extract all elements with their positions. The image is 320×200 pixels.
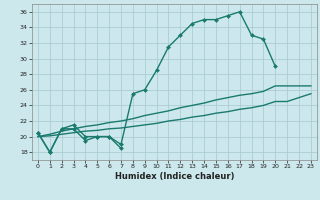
X-axis label: Humidex (Indice chaleur): Humidex (Indice chaleur) <box>115 172 234 181</box>
